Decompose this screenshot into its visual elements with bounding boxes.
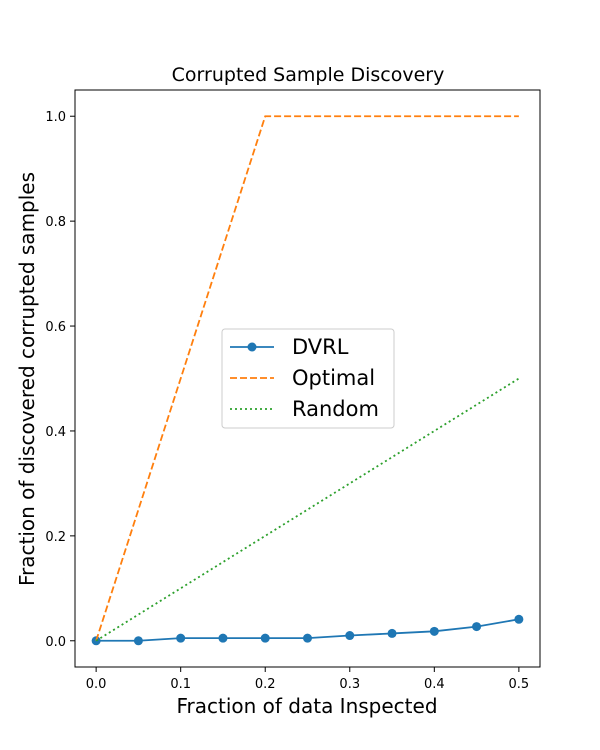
data-point-dvrl	[260, 633, 270, 643]
y-tick-label: 1.0	[45, 110, 66, 125]
legend-marker-dvrl	[247, 342, 257, 352]
y-tick-label: 0.8	[45, 215, 66, 230]
y-axis-label: Fraction of discovered corrupted samples	[15, 172, 39, 586]
data-point-dvrl	[218, 633, 228, 643]
x-tick-label: 0.2	[255, 677, 276, 692]
y-tick-label: 0.2	[45, 530, 66, 545]
legend-label-random: Random	[292, 397, 379, 421]
x-axis-ticks: 0.0 0.1 0.2 0.3 0.4 0.5	[86, 667, 529, 692]
legend: DVRL Optimal Random	[221, 328, 395, 429]
data-point-dvrl	[176, 633, 186, 643]
y-tick-label: 0.0	[45, 635, 66, 650]
data-point-dvrl	[514, 614, 524, 624]
data-point-dvrl	[387, 628, 397, 638]
plot-frame	[74, 89, 541, 668]
legend-label-dvrl: DVRL	[292, 335, 349, 359]
legend-label-optimal: Optimal	[292, 366, 375, 390]
chart-title: Corrupted Sample Discovery	[172, 64, 445, 86]
y-axis-ticks: 0.0 0.2 0.4 0.6 0.8 1.0	[45, 110, 75, 650]
series-line-optimal	[95, 115, 519, 642]
x-tick-label: 0.5	[509, 677, 530, 692]
legend-box	[221, 328, 395, 429]
x-tick-label: 0.0	[86, 677, 107, 692]
y-tick-label: 0.4	[45, 425, 66, 440]
y-tick-label: 0.6	[45, 320, 66, 335]
x-tick-label: 0.1	[170, 677, 191, 692]
data-point-dvrl	[429, 626, 439, 636]
data-point-dvrl	[472, 622, 482, 632]
x-tick-label: 0.3	[339, 677, 360, 692]
data-point-dvrl	[133, 636, 143, 646]
x-tick-label: 0.4	[424, 677, 445, 692]
data-point-dvrl	[303, 633, 312, 643]
x-axis-label: Fraction of data Inspected	[176, 694, 437, 718]
data-point-dvrl	[345, 631, 355, 641]
plot-series	[91, 115, 524, 646]
